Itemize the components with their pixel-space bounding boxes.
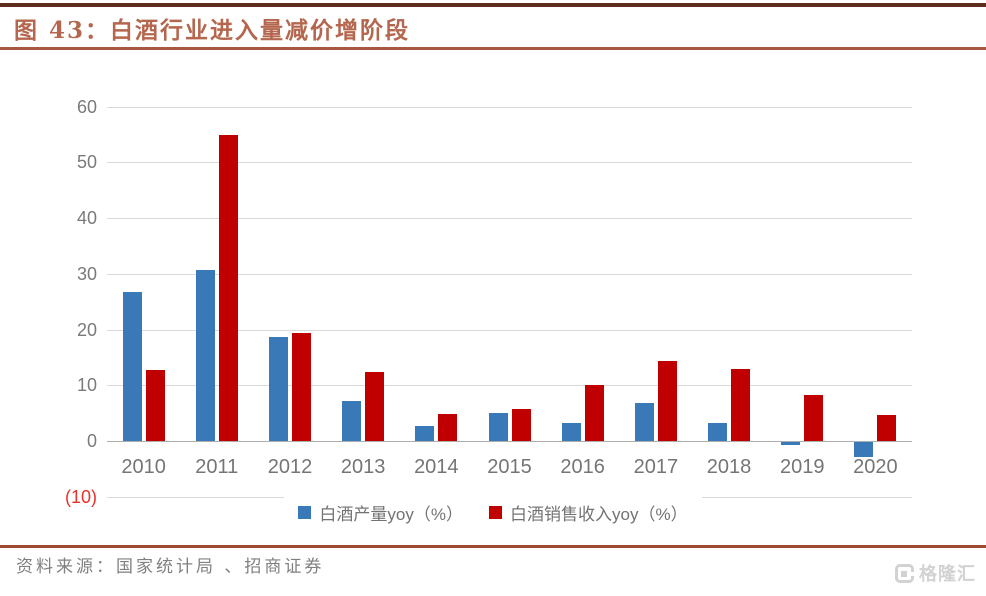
x-tick-label-2010: 2010 [121, 456, 166, 478]
bar-production-2019 [781, 442, 801, 446]
bar-revenue-2020 [877, 415, 897, 441]
bar-production-2011 [195, 269, 215, 441]
x-tick-label-2011: 2011 [195, 456, 239, 478]
x-tick-label-2013: 2013 [340, 456, 386, 478]
footer-rule [0, 545, 986, 548]
top-border-rule [0, 3, 986, 7]
gridline-0 [107, 441, 912, 442]
bar-production-2013 [342, 401, 362, 441]
chart-legend: 白酒产量yoy（%） 白酒销售收入yoy（%） [0, 497, 986, 528]
x-tick-label-2014: 2014 [414, 456, 459, 478]
gridline-50 [107, 162, 912, 164]
legend-label-production: 白酒产量yoy（%） [319, 505, 463, 524]
bar-production-2017 [634, 402, 654, 441]
chart-legend-box: 白酒产量yoy（%） 白酒销售收入yoy（%） [284, 497, 702, 528]
y-tick-label-50: 50 [76, 152, 97, 173]
title-underline-rule [0, 47, 986, 50]
bar-production-2016 [561, 423, 581, 441]
bar-revenue-2016 [584, 384, 604, 441]
legend-label-revenue: 白酒销售收入yoy（%） [510, 505, 688, 524]
gridline-10 [107, 385, 912, 387]
gelonghui-logo-icon [895, 563, 914, 583]
bar-revenue-2013 [365, 371, 385, 441]
legend-item-revenue: 白酒销售收入yoy（%） [489, 500, 688, 525]
x-tick-label-2018: 2018 [706, 456, 752, 478]
bar-revenue-2018 [731, 369, 751, 441]
y-tick-label-10: 10 [76, 375, 97, 396]
bar-revenue-2015 [511, 408, 531, 441]
bar-revenue-2012 [291, 333, 311, 441]
bar-production-2012 [268, 337, 288, 441]
x-tick-label-2020: 2020 [853, 456, 898, 478]
bar-revenue-2017 [657, 360, 677, 441]
figure-title: 图 43：白酒行业进入量减价增阶段 [14, 17, 411, 44]
y-tick-label-30: 30 [76, 263, 97, 284]
x-tick-label-2016: 2016 [560, 456, 605, 478]
x-tick-label-2015: 2015 [487, 456, 532, 478]
bar-production-2010 [122, 291, 142, 441]
source-note: 资料来源：国家统计局 、招商证券 [16, 557, 325, 577]
gridline-40 [107, 218, 912, 219]
bar-revenue-2019 [804, 395, 824, 441]
y-tick-label-40: 40 [76, 208, 97, 228]
bar-revenue-2011 [218, 135, 238, 441]
bar-production-2014 [415, 425, 435, 441]
bar-revenue-2010 [145, 369, 165, 441]
bar-production-2018 [708, 423, 728, 441]
legend-swatch-production [298, 506, 312, 519]
bar-revenue-2014 [438, 414, 458, 441]
x-tick-label-2019: 2019 [779, 456, 825, 478]
gelonghui-logo: 格隆汇 [895, 560, 976, 586]
y-tick-label-20: 20 [76, 319, 97, 340]
legend-item-production: 白酒产量yoy（%） [298, 500, 463, 525]
gridline-30 [107, 273, 912, 275]
x-tick-label-2012: 2012 [267, 456, 313, 478]
gelonghui-logo-text: 格隆汇 [919, 564, 976, 584]
legend-swatch-revenue [489, 506, 502, 519]
bar-production-2020 [854, 442, 874, 458]
y-tick-label-0: 0 [86, 431, 97, 451]
bar-chart: 60 50 40 30 20 10 0 (10) 2010 2011 2012 2013 2014 20… [0, 96, 986, 528]
y-tick-label-(10): (10) [64, 486, 97, 507]
gridline-20 [107, 329, 912, 331]
gridline-60 [107, 106, 912, 108]
y-tick-label-60: 60 [76, 96, 97, 117]
x-tick-label-2017: 2017 [633, 456, 679, 478]
bar-production-2015 [488, 412, 508, 441]
